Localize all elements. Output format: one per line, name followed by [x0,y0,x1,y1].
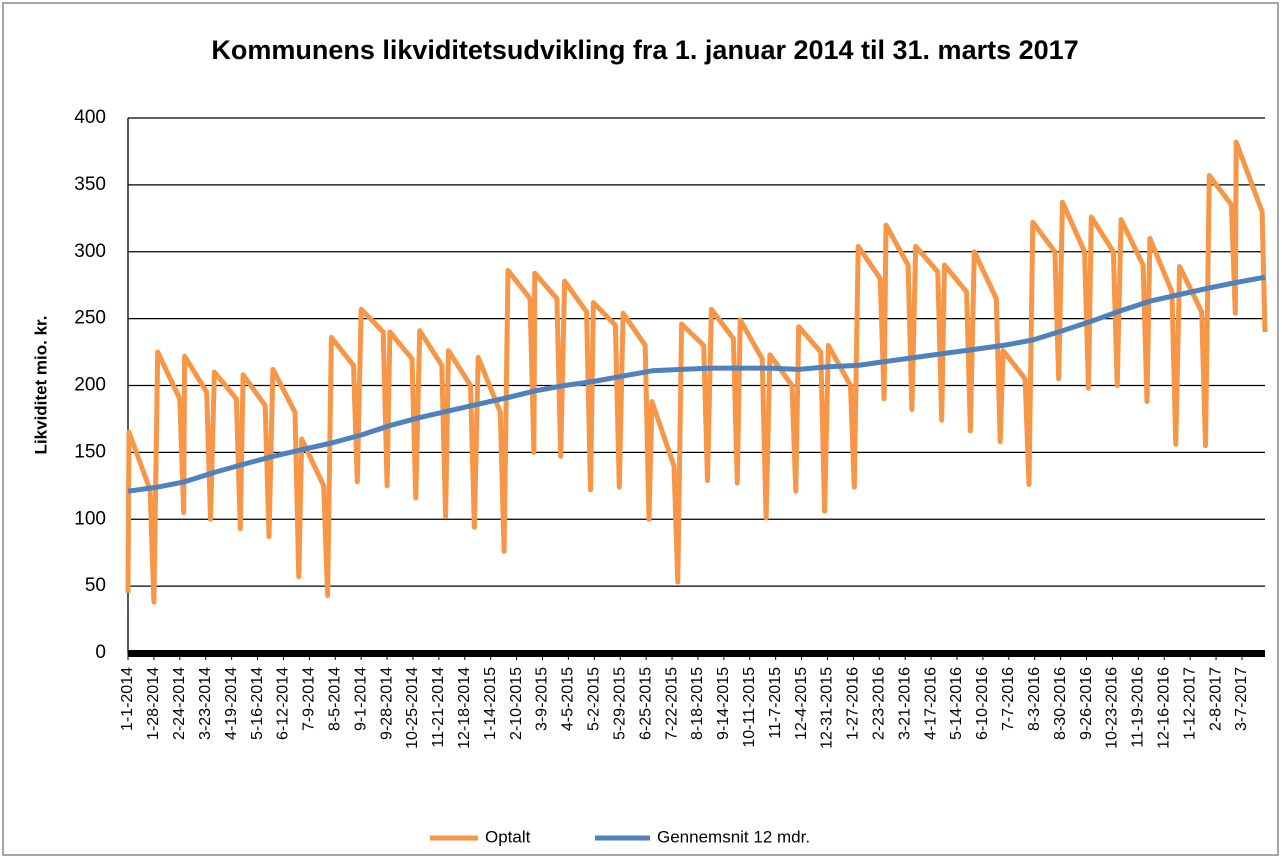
x-tick-label: 10-23-2016 [1104,667,1121,749]
y-tick-label: 150 [74,441,106,462]
x-tick-label: 2-24-2014 [171,667,188,740]
x-tick-label: 12-18-2014 [456,667,473,749]
x-tick-label: 10-11-2015 [741,667,758,748]
x-tick-label: 2-23-2016 [871,667,888,740]
x-tick-label: 4-5-2015 [560,667,577,731]
x-tick-label: 3-23-2014 [197,667,214,740]
x-tick-label: 4-19-2014 [223,667,240,740]
x-tick-label: 5-29-2015 [611,667,628,740]
y-tick-label: 250 [74,308,106,329]
x-tick-label: 7-7-2016 [1000,667,1017,731]
x-tick-label: 6-10-2016 [974,667,991,740]
legend-label: Gennemsnit 12 mdr. [657,827,810,846]
data-line [125,139,1268,605]
x-tick-label: 1-1-2014 [119,667,136,731]
y-tick-label: 200 [74,375,106,396]
x-tick-label: 11-21-2014 [430,667,447,748]
x-tick-label: 1-27-2016 [845,667,862,740]
y-axis-label: Likviditet mio. kr. [31,316,50,455]
x-tick-label: 9-26-2016 [1078,667,1095,740]
x-tick-label: 1-28-2014 [145,667,162,740]
x-tick-label: 5-14-2016 [948,667,965,740]
x-tick-label: 11-7-2015 [767,667,784,739]
x-tick-label: 7-9-2014 [301,667,318,731]
y-tick-label: 300 [74,241,106,262]
x-tick-label: 5-2-2015 [586,667,603,731]
x-tick-label: 8-30-2016 [1052,667,1069,740]
y-tick-label: 100 [74,508,106,529]
x-tick-label: 9-28-2014 [378,667,395,740]
chart-title: Kommunens likviditetsudvikling fra 1. ja… [211,35,1078,65]
y-tick-label: 50 [85,575,106,596]
y-tick-label: 350 [74,174,106,195]
x-tick-label: 8-5-2014 [326,667,343,731]
y-tick-label: 400 [74,107,106,128]
x-tick-label: 10-25-2014 [404,667,421,749]
legend-label: Optalt [485,827,531,846]
x-tick-label: 12-16-2016 [1155,667,1172,749]
x-tick-label: 3-21-2016 [896,667,913,740]
x-tick-label: 5-16-2014 [249,667,266,740]
x-tick-label: 8-18-2015 [689,667,706,740]
x-tick-label: 2-8-2017 [1207,667,1224,731]
x-tick-label: 4-17-2016 [922,667,939,740]
x-tick-label: 9-14-2015 [715,667,732,740]
x-tick-label: 8-3-2016 [1026,667,1043,731]
x-tick-label: 1-12-2017 [1181,667,1198,740]
x-tick-label: 6-12-2014 [275,667,292,740]
x-tick-label: 12-31-2015 [819,667,836,749]
x-tick-label: 2-10-2015 [508,667,525,740]
y-tick-label: 0 [95,642,106,663]
x-tick-label: 3-7-2017 [1233,667,1250,731]
x-tick-label: 1-14-2015 [482,667,499,740]
x-axis [128,650,1265,657]
x-tick-label: 3-9-2015 [534,667,551,731]
data-line [127,274,1266,494]
x-tick-label: 6-25-2015 [637,667,654,740]
x-tick-label: 9-1-2014 [352,667,369,731]
x-tick-label: 12-4-2015 [793,667,810,740]
x-tick-label: 7-22-2015 [663,667,680,740]
x-tick-label: 11-19-2016 [1130,667,1147,748]
